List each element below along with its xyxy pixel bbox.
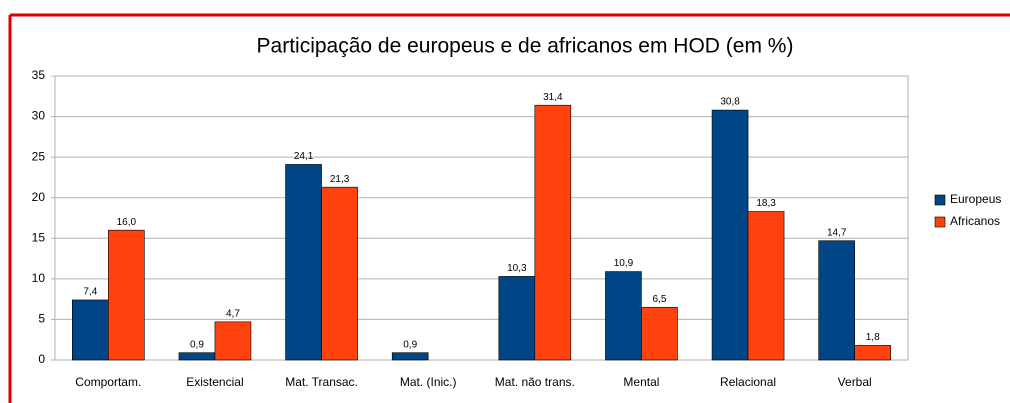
x-tick-label: Mental <box>623 375 659 389</box>
bar <box>854 345 891 361</box>
value-label: 0,9 <box>190 339 204 350</box>
value-label: 16,0 <box>117 217 137 228</box>
value-label: 14,7 <box>827 227 847 238</box>
bar <box>534 104 572 361</box>
value-label: 7,4 <box>83 287 97 298</box>
value-label: 1,8 <box>866 332 880 343</box>
y-tick-label: 0 <box>38 352 45 366</box>
bar <box>321 186 358 361</box>
bar <box>214 321 252 361</box>
bar <box>605 271 642 361</box>
value-label: 10,9 <box>614 258 634 269</box>
value-label: 0,9 <box>403 339 417 350</box>
value-label: 10,3 <box>507 263 527 274</box>
bar <box>285 164 322 361</box>
bar <box>108 229 145 361</box>
x-tick-label: Mat. não trans. <box>495 375 575 389</box>
value-label: 6,5 <box>652 294 666 305</box>
bar <box>391 352 429 361</box>
value-label: 30,8 <box>720 97 740 108</box>
legend-label: Europeus <box>950 192 1001 206</box>
value-label: 24,1 <box>294 151 314 162</box>
x-tick-label: Existencial <box>186 375 243 389</box>
bar <box>818 240 855 361</box>
bar <box>178 352 216 361</box>
bar <box>747 211 785 361</box>
x-tick-label: Relacional <box>720 375 776 389</box>
y-tick-label: 15 <box>32 230 46 244</box>
x-tick-label: Verbal <box>838 375 872 389</box>
value-label: 4,7 <box>226 309 240 320</box>
legend-swatch <box>934 194 946 206</box>
x-tick-label: Mat. (Inic.) <box>400 375 457 389</box>
bar <box>72 299 109 361</box>
y-tick-label: 35 <box>32 68 46 82</box>
y-tick-label: 5 <box>38 312 45 326</box>
value-label: 21,3 <box>330 174 350 185</box>
value-label: 31,4 <box>543 92 563 103</box>
bar <box>498 276 536 361</box>
chart-title: Participação de europeus e de africanos … <box>257 35 794 58</box>
bar <box>711 109 749 361</box>
legend-label: Africanos <box>950 214 1000 228</box>
bar <box>641 306 678 361</box>
legend-swatch <box>934 216 946 228</box>
plot-area <box>54 75 909 361</box>
y-tick-label: 20 <box>32 190 46 204</box>
y-tick-label: 30 <box>32 109 46 123</box>
x-tick-label: Mat. Transac. <box>285 375 358 389</box>
x-tick-label: Comportam. <box>75 375 141 389</box>
value-label: 18,3 <box>756 198 776 209</box>
y-tick-label: 10 <box>32 271 46 285</box>
y-tick-label: 25 <box>32 149 46 163</box>
